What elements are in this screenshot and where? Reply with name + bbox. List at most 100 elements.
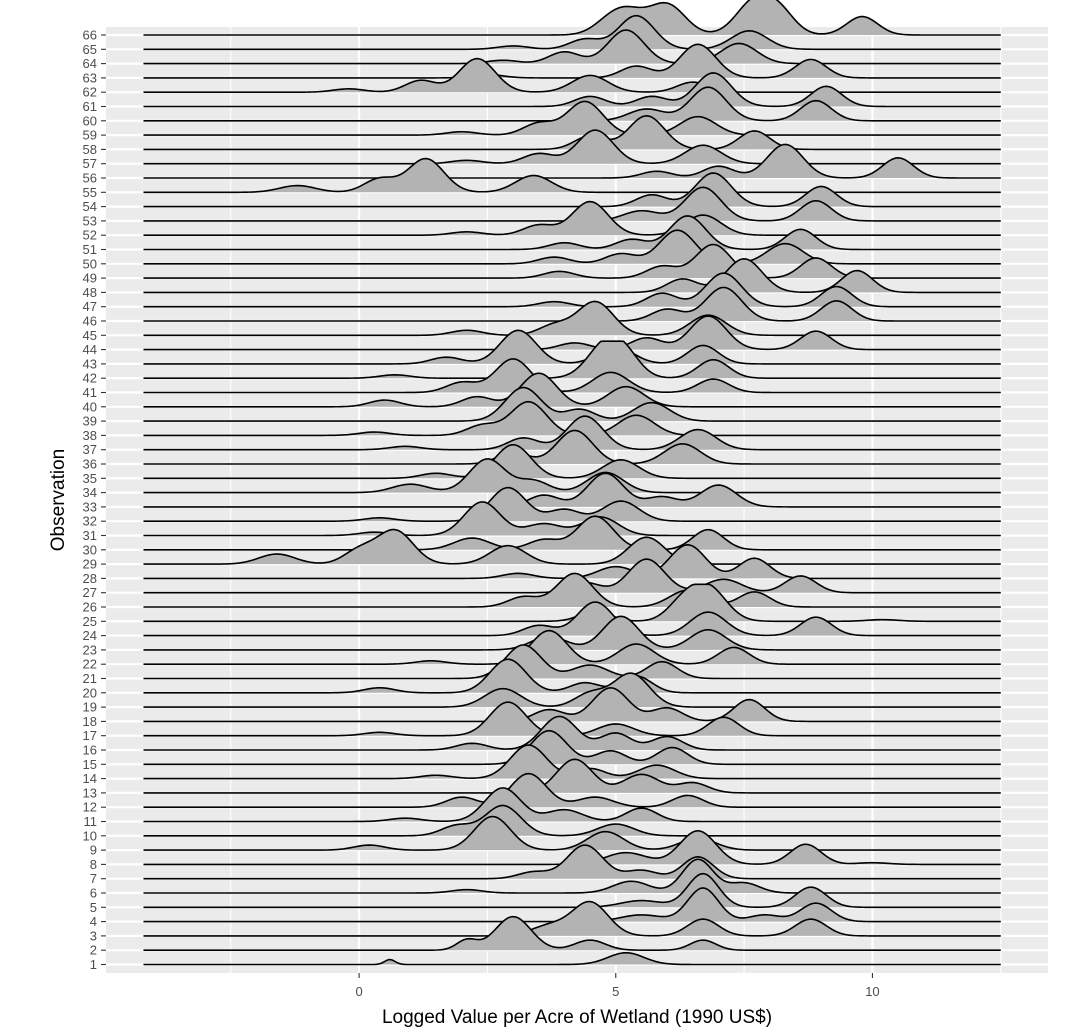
y-tick-label: 54 [83,199,97,214]
y-tick-label: 62 [83,85,97,100]
y-tick-label: 21 [83,671,97,686]
y-tick-label: 65 [83,42,97,57]
y-tick-label: 2 [90,943,97,958]
ridge-line [143,143,1001,179]
ridge-fill [143,559,1001,593]
ridge-obs-56 [143,143,1001,179]
ridge-obs-6 [143,858,1001,894]
ridge-obs-63 [143,43,1001,79]
y-tick-label: 47 [83,299,97,314]
ridge-obs-61 [143,72,1001,108]
ridge-fill [143,630,1001,665]
ridge-line [143,528,1001,565]
ridge-obs-32 [143,486,1001,522]
ridge-fill [143,301,1001,336]
ridge-line [143,601,1001,637]
ridge-fill [143,487,1001,522]
ridge-fill [143,529,1001,565]
ridge-line [143,501,1001,537]
ridge-line [143,329,1001,365]
y-tick-label: 30 [83,542,97,557]
ridge-obs-58 [143,114,1001,151]
ridge-obs-39 [143,386,1001,422]
x-tick-label: 0 [355,984,362,999]
ridge-obs-11 [143,787,1001,823]
ridge-fill [143,759,1001,793]
y-tick-label: 5 [90,900,97,915]
y-tick-label: 40 [83,399,97,414]
ridge-fill [143,787,1001,822]
y-tick-label: 51 [83,242,97,257]
ridge-fill [143,287,1001,321]
ridge-line [143,687,1001,723]
y-tick-label: 59 [83,128,97,143]
y-tick-label: 28 [83,571,97,586]
x-tick-label: 10 [865,984,879,999]
ridge-obs-13 [143,758,1001,794]
ridge-line [143,372,1001,408]
y-tick-label: 50 [83,256,97,271]
y-tick-label: 64 [83,56,97,71]
ridge-line [143,772,1001,808]
y-tick-label: 26 [83,600,97,615]
y-tick-label: 11 [84,814,98,829]
y-tick-label: 63 [83,70,97,85]
y-tick-label: 16 [83,743,97,758]
ridge-obs-33 [143,472,1001,508]
ridge-fill [143,215,1001,250]
ridge-fill [143,101,1001,136]
ridge-obs-15 [143,729,1001,766]
y-tick-label: 39 [83,414,97,429]
ridge-fill [143,644,1001,679]
ridge-line [143,900,1001,937]
y-tick-label: 14 [83,771,97,786]
ridge-fill [143,30,1001,64]
ridge-fill [143,0,1001,35]
ridge-line [143,229,1001,265]
y-tick-label: 10 [83,828,97,843]
ridge-obs-12 [143,772,1001,808]
ridge-fill [143,601,1001,636]
y-tick-label: 57 [83,156,97,171]
ridge-fill [143,716,1001,750]
ridge-obs-54 [143,172,1001,208]
ridge-line [143,915,1001,951]
ridge-line [143,57,1001,93]
ridge-obs-52 [143,200,1001,236]
y-tick-label: 49 [83,271,97,286]
y-tick-label: 1 [90,957,97,972]
ridge-line [143,215,1001,251]
ridge-line [143,443,1001,480]
ridge-fill [143,845,1001,879]
ridge-fill [143,130,1001,164]
ridge-obs-36 [143,429,1001,465]
y-axis-title: Observation [48,449,69,551]
y-tick-label: 38 [83,428,97,443]
ridge-obs-30 [143,515,1001,551]
ridge-obs-42 [143,340,1001,379]
ridge-line [143,872,1001,909]
y-tick-label: 37 [83,442,97,457]
ridge-line [143,386,1001,422]
ridge-obs-23 [143,615,1001,651]
ridge-line [143,572,1001,608]
ridge-obs-5 [143,872,1001,909]
y-tick-label: 29 [83,557,97,572]
ridge-obs-7 [143,844,1001,880]
y-tick-label: 53 [83,213,97,228]
y-tick-label: 3 [90,928,97,943]
y-tick-label: 25 [83,614,97,629]
ridge-obs-19 [143,672,1001,708]
ridge-obs-24 [143,601,1001,637]
y-tick-label: 41 [83,385,97,400]
ridge-fill [143,201,1001,236]
y-tick-label: 60 [83,113,97,128]
y-tick-label: 12 [83,800,97,815]
ridge-line [143,315,1001,351]
ridge-fill [143,473,1001,507]
ridge-obs-62 [143,57,1001,93]
ridge-fill [143,273,1001,307]
ridge-line [143,415,1001,451]
ridge-obs-41 [143,358,1001,394]
